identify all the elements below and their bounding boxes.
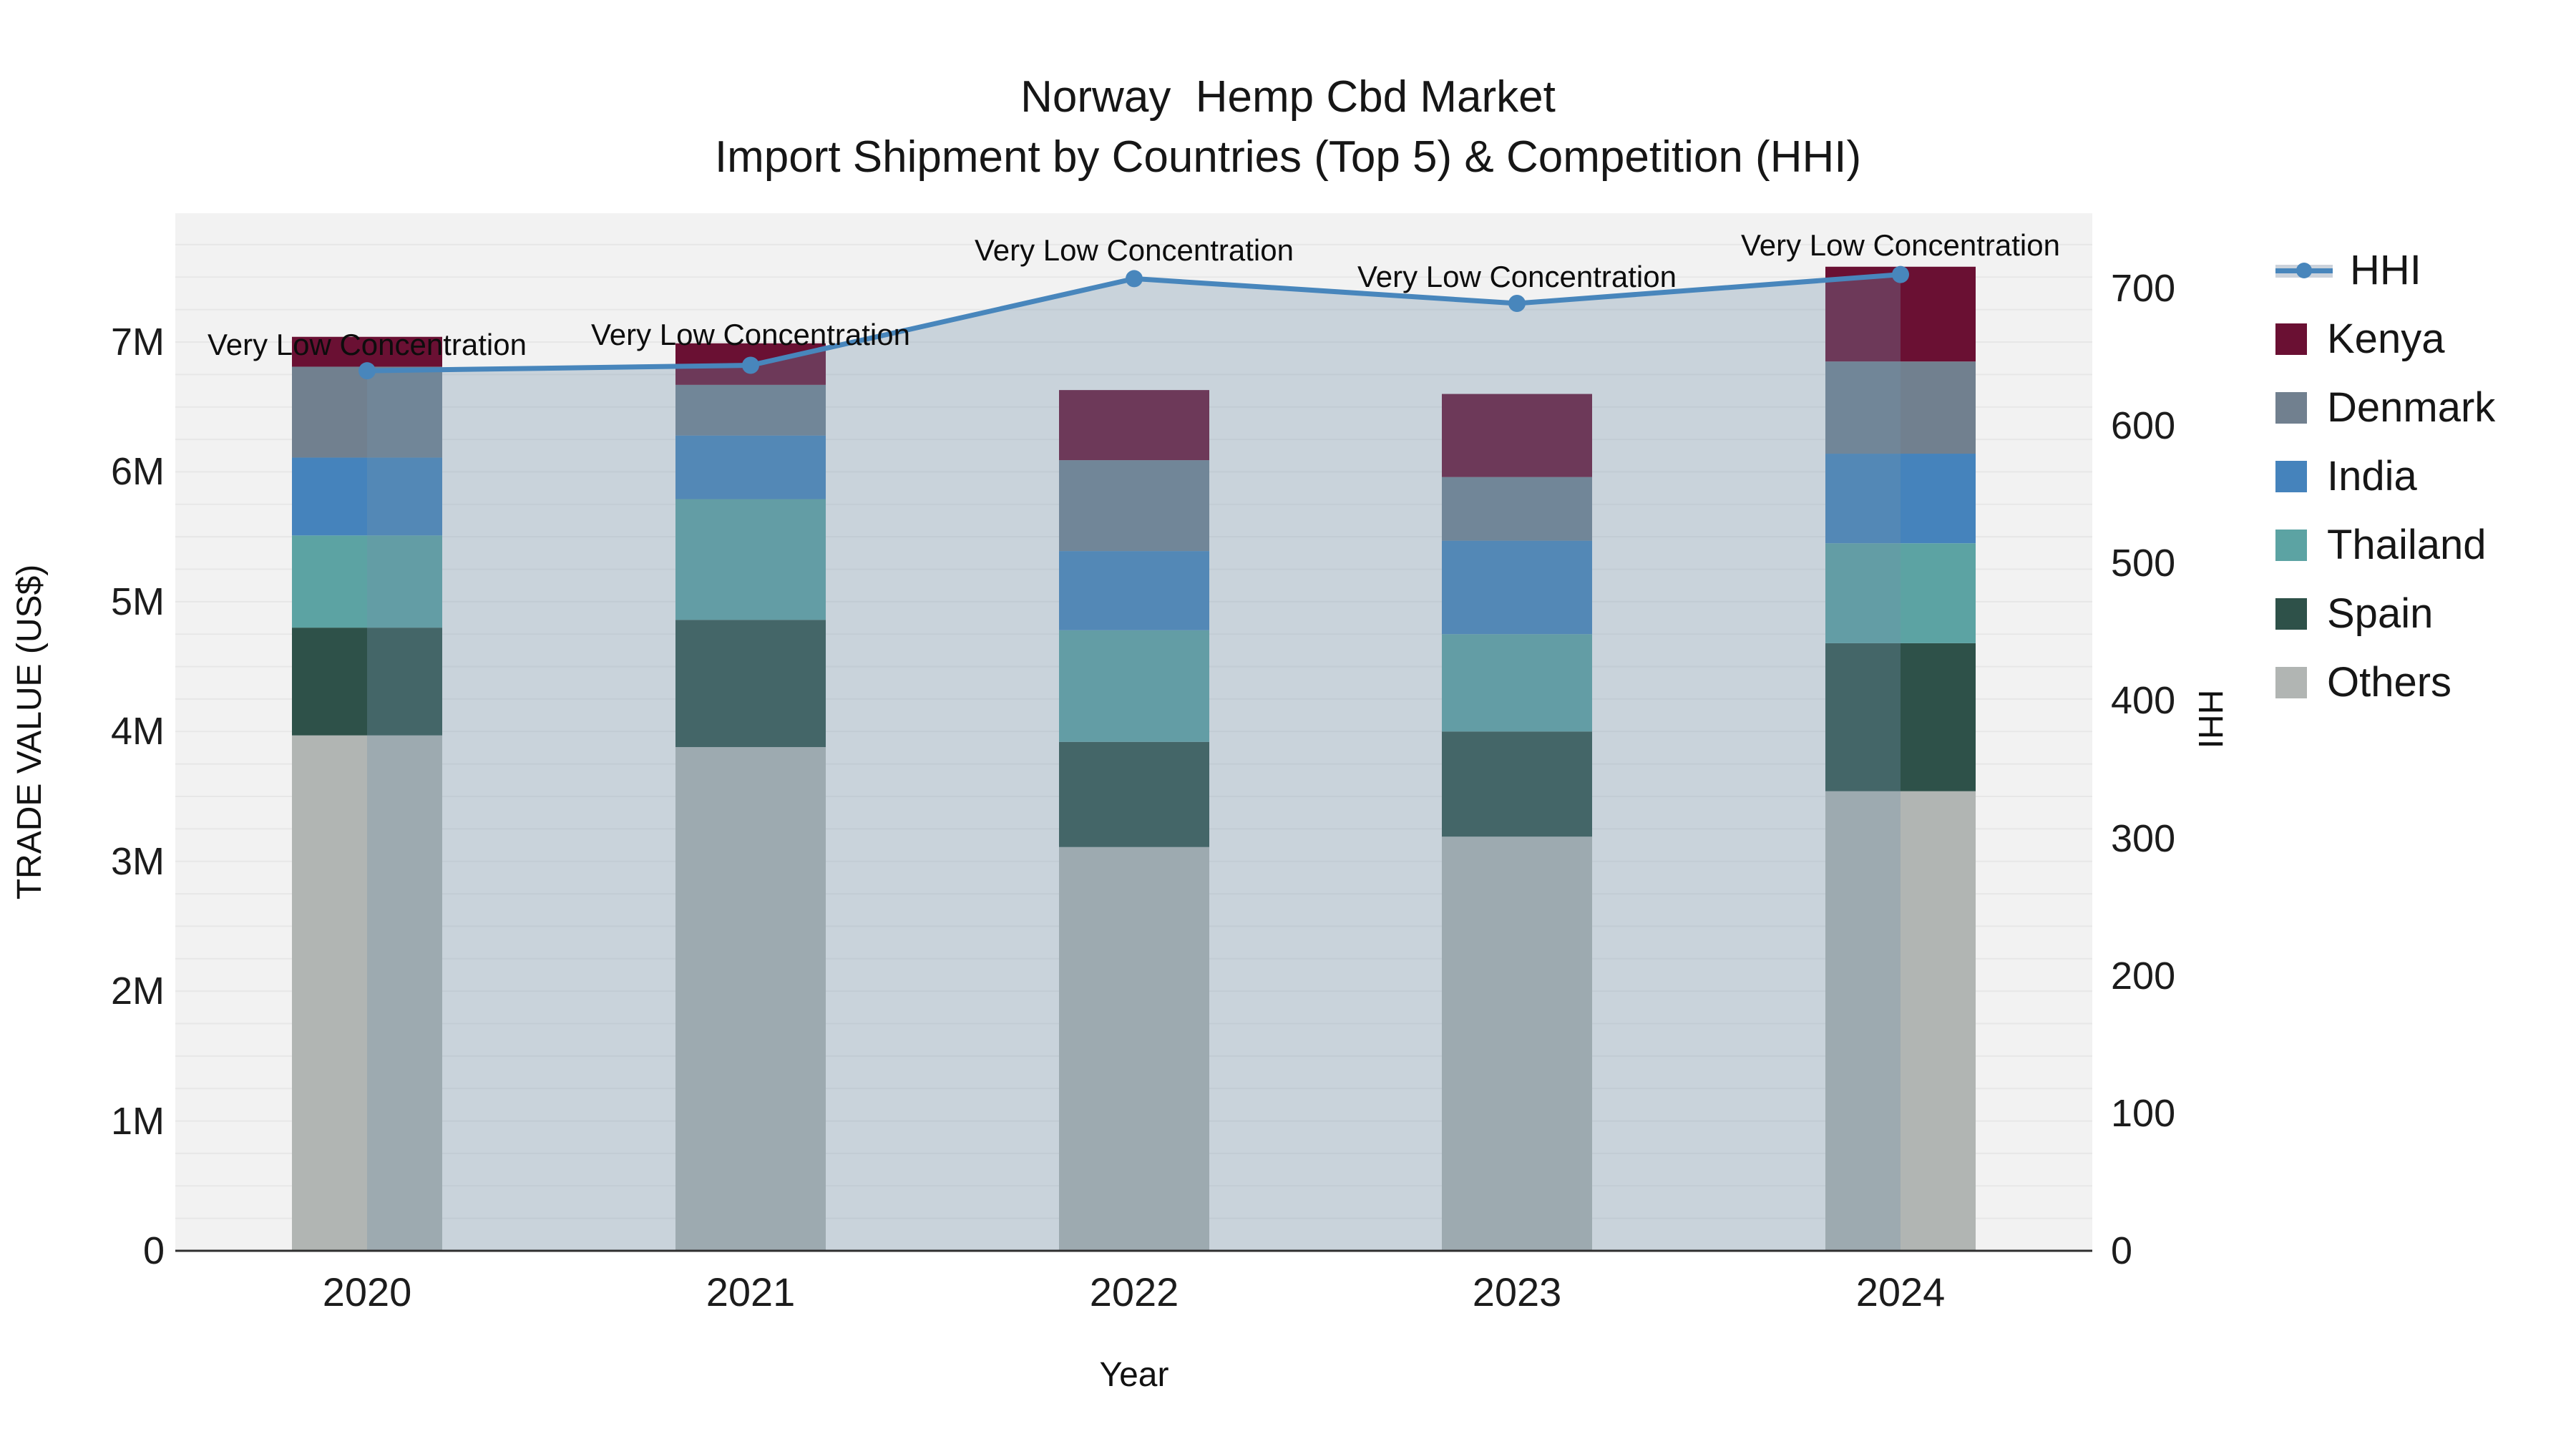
legend-swatch-india <box>2275 461 2307 492</box>
y-left-tick-5M: 5M <box>110 580 165 623</box>
bar-segment-india-2023 <box>1442 540 1592 635</box>
legend-item-thailand[interactable]: Thailand <box>2275 511 2569 580</box>
y-left-tick-3M: 3M <box>110 839 165 883</box>
y-left-tick-0: 0 <box>142 1229 165 1272</box>
legend: HHI Kenya Denmark India Thailand Spain Others <box>2275 236 2569 717</box>
hhi-point-2021 <box>742 356 759 374</box>
bar-segment-spain-2023 <box>1442 731 1592 837</box>
legend-label-denmark: Denmark <box>2327 384 2496 431</box>
hhi-point-2022 <box>1126 270 1143 288</box>
annotation-2023: Very Low Concentration <box>1357 260 1677 293</box>
bar-segment-kenya-2020 <box>292 336 442 367</box>
x-axis-title: Year <box>1099 1356 1169 1394</box>
legend-item-india[interactable]: India <box>2275 442 2569 511</box>
bar-segment-india-2021 <box>675 435 826 499</box>
bar-segment-kenya-2022 <box>1059 390 1209 461</box>
legend-swatch-spain <box>2275 598 2307 630</box>
legend-label-spain: Spain <box>2327 590 2434 637</box>
bar-segment-others-2021 <box>675 747 826 1251</box>
x-tick-2024: 2024 <box>1855 1269 1946 1314</box>
legend-swatch-thailand <box>2275 530 2307 561</box>
y-right-tick-500: 500 <box>2111 542 2176 585</box>
bar-segment-others-2022 <box>1059 847 1209 1251</box>
bar-segment-denmark-2022 <box>1059 460 1209 552</box>
x-tick-2023: 2023 <box>1472 1269 1562 1314</box>
x-tick-2022: 2022 <box>1089 1269 1179 1314</box>
hhi-point-2020 <box>358 362 376 380</box>
bar-segment-others-2024 <box>1825 791 1976 1251</box>
y-right-tick-700: 700 <box>2111 266 2176 310</box>
bar-segment-denmark-2023 <box>1442 477 1592 541</box>
legend-item-hhi[interactable]: HHI <box>2275 236 2569 305</box>
bar-segment-kenya-2023 <box>1442 394 1592 477</box>
bar-segment-thailand-2020 <box>292 535 442 628</box>
legend-item-spain[interactable]: Spain <box>2275 580 2569 648</box>
y-left-tick-4M: 4M <box>110 710 165 753</box>
y-right-tick-300: 300 <box>2111 816 2176 860</box>
y-left-tick-2M: 2M <box>110 970 165 1013</box>
y-right-tick-200: 200 <box>2111 954 2176 997</box>
chart-title-line2: Import Shipment by Countries (Top 5) & C… <box>714 132 1862 182</box>
bar-segment-india-2022 <box>1059 551 1209 630</box>
y-left-tick-6M: 6M <box>110 450 165 494</box>
x-tick-2021: 2021 <box>706 1269 796 1314</box>
bar-segment-india-2020 <box>292 457 442 536</box>
legend-hhi-dot <box>2296 263 2312 278</box>
legend-hhi-line-sample <box>2275 255 2333 286</box>
bar-segment-spain-2022 <box>1059 741 1209 847</box>
bar-segment-denmark-2024 <box>1825 361 1976 454</box>
legend-swatch-kenya <box>2275 323 2307 355</box>
legend-label-others: Others <box>2327 659 2452 706</box>
legend-label-india: India <box>2327 453 2417 499</box>
hhi-point-2024 <box>1892 265 1909 283</box>
legend-swatch-others <box>2275 667 2307 698</box>
bar-segment-thailand-2022 <box>1059 630 1209 742</box>
bar-segment-spain-2020 <box>292 628 442 736</box>
hhi-point-2023 <box>1508 295 1526 313</box>
hhi-area-fill <box>367 274 1901 1251</box>
x-tick-2020: 2020 <box>322 1269 412 1314</box>
legend-label-kenya: Kenya <box>2327 316 2445 362</box>
annotation-2022: Very Low Concentration <box>975 233 1294 267</box>
bar-segment-spain-2021 <box>675 620 826 748</box>
bar-segment-spain-2024 <box>1825 643 1976 791</box>
legend-label-thailand: Thailand <box>2327 522 2487 568</box>
y-right-tick-400: 400 <box>2111 679 2176 723</box>
bar-segment-thailand-2024 <box>1825 543 1976 643</box>
legend-item-others[interactable]: Others <box>2275 648 2569 717</box>
bar-segment-thailand-2023 <box>1442 634 1592 732</box>
y-left-tick-7M: 7M <box>110 320 165 364</box>
bar-segment-others-2020 <box>292 735 442 1251</box>
annotation-2021: Very Low Concentration <box>591 318 910 351</box>
y-left-tick-1M: 1M <box>110 1099 165 1143</box>
y-right-tick-0: 0 <box>2111 1229 2133 1272</box>
y-right-tick-600: 600 <box>2111 404 2176 448</box>
legend-label-hhi: HHI <box>2350 247 2421 293</box>
bar-segment-others-2023 <box>1442 836 1592 1251</box>
legend-item-denmark[interactable]: Denmark <box>2275 374 2569 442</box>
bar-segment-denmark-2021 <box>675 384 826 436</box>
legend-item-kenya[interactable]: Kenya <box>2275 305 2569 374</box>
legend-swatch-denmark <box>2275 392 2307 424</box>
bar-segment-thailand-2021 <box>675 499 826 620</box>
annotation-2020: Very Low Concentration <box>208 328 527 361</box>
bar-segment-denmark-2020 <box>292 366 442 458</box>
annotation-2024: Very Low Concentration <box>1741 228 2060 262</box>
y-right-tick-100: 100 <box>2111 1091 2176 1135</box>
chart-title-line1: Norway Hemp Cbd Market <box>1020 72 1556 122</box>
bar-segment-india-2024 <box>1825 454 1976 544</box>
